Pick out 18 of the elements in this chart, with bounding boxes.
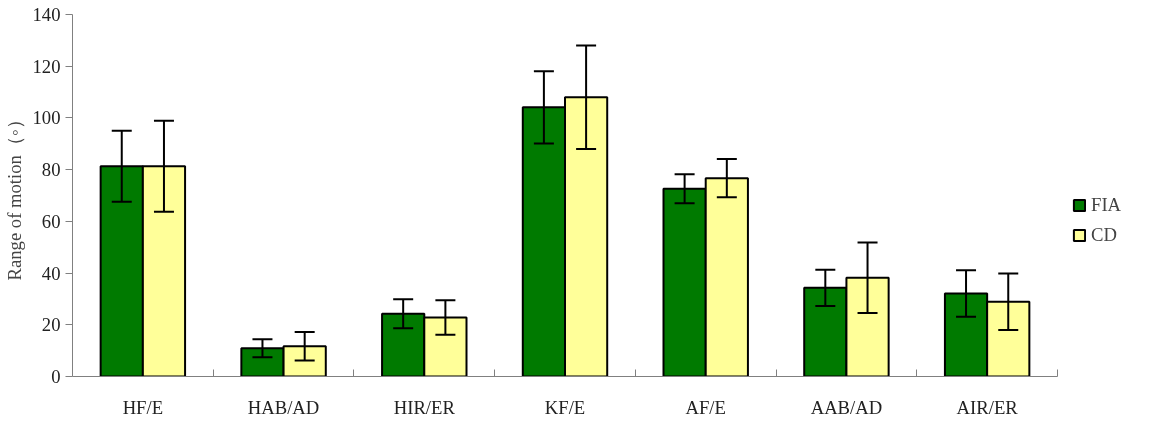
y-tick-label: 100	[32, 107, 61, 129]
legend-label: FIA	[1091, 194, 1122, 216]
y-tick-label: 140	[32, 4, 61, 25]
x-tick-label: AAB/AD	[810, 396, 883, 418]
y-tick-label: 40	[41, 262, 61, 284]
x-tick-label: KF/E	[544, 396, 586, 418]
y-tick-label: 80	[41, 159, 61, 181]
x-tick-label: HIR/ER	[393, 396, 456, 418]
x-tick-label: AIR/ER	[956, 396, 1019, 418]
y-tick-label: 120	[32, 55, 61, 77]
x-tick-label: HF/E	[122, 396, 164, 418]
y-axis-title: Range of motion（◦）	[3, 110, 25, 281]
y-tick-label: 0	[51, 366, 61, 387]
y-tick-label: 20	[41, 314, 61, 336]
legend-label: CD	[1091, 224, 1117, 246]
x-tick-label: AF/E	[685, 396, 726, 418]
x-tick-label: HAB/AD	[247, 396, 320, 418]
y-tick-label: 60	[41, 210, 61, 232]
